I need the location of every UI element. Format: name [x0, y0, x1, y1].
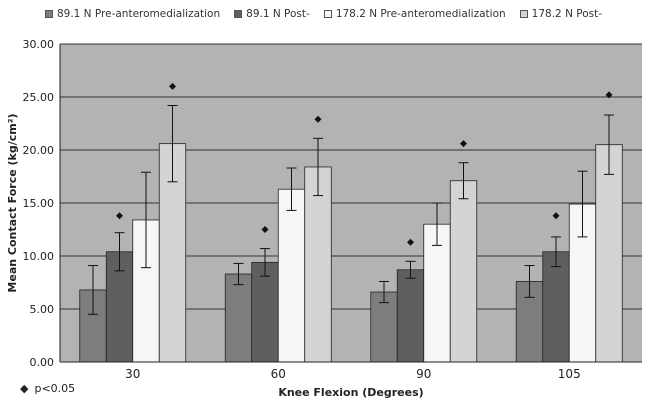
chart-legend: 89.1 N Pre-anteromedialization 89.1 N Pos… — [0, 8, 647, 20]
bar — [595, 144, 623, 363]
significance-marker — [116, 212, 123, 220]
x-tick-label: 105 — [558, 367, 581, 381]
bar — [251, 261, 279, 363]
y-tick-label: 5.00 — [30, 303, 55, 316]
bar — [277, 188, 306, 363]
bar — [542, 251, 570, 363]
y-axis-title: Mean Contact Force (kg/cm²) — [6, 113, 19, 292]
legend-item: 89.1 N Post- — [234, 8, 310, 20]
bar — [449, 180, 478, 363]
legend-item: 89.1 N Pre-anteromedialization — [44, 8, 221, 20]
significance-marker-icon: ◆ — [20, 382, 29, 395]
legend-item: 178.2 N Pre-anteromedialization — [323, 8, 506, 20]
legend-swatch — [519, 10, 528, 18]
significance-marker — [460, 140, 467, 148]
significance-marker — [169, 82, 176, 90]
x-tick-label: 60 — [271, 367, 286, 381]
legend-swatch — [44, 10, 53, 18]
legend-swatch — [323, 10, 332, 18]
legend-label: 89.1 N Pre-anteromedialization — [56, 8, 221, 20]
legend-swatch — [234, 10, 243, 18]
x-tick-label: 30 — [125, 367, 140, 381]
significance-footnote: ◆ p<0.05 — [20, 382, 75, 395]
bar — [396, 269, 425, 363]
significance-footnote-text: p<0.05 — [34, 382, 76, 395]
legend-label: 178.2 N Pre-anteromedialization — [335, 8, 506, 20]
x-tick-label: 90 — [416, 367, 431, 381]
bar — [224, 273, 253, 363]
legend-label: 178.2 N Post- — [531, 8, 603, 20]
significance-marker — [407, 238, 414, 246]
y-tick-label: 0.00 — [30, 356, 55, 369]
legend-label: 89.1 N Post- — [246, 8, 310, 20]
bar — [423, 223, 451, 363]
significance-marker — [261, 226, 269, 233]
y-tick-label: 10.00 — [23, 250, 55, 263]
significance-marker — [552, 212, 560, 220]
y-tick-label: 20.00 — [23, 144, 55, 157]
legend-item: 178.2 N Post- — [519, 8, 603, 20]
significance-marker — [314, 115, 322, 123]
y-tick-label: 30.00 — [23, 38, 55, 51]
y-tick-label: 15.00 — [23, 197, 55, 210]
bar — [304, 166, 332, 363]
x-axis-title: Knee Flexion (Degrees) — [278, 386, 423, 399]
y-tick-label: 25.00 — [23, 91, 55, 104]
significance-marker — [605, 91, 613, 99]
